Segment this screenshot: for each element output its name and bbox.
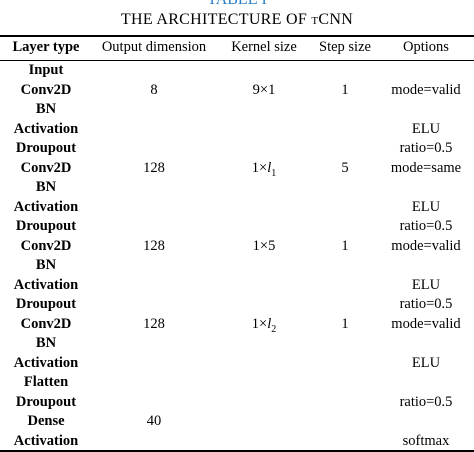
table-row: Conv2D 8 9×1 1 mode=valid [0, 81, 474, 101]
cell-kernel-size: 9×1 [252, 81, 276, 98]
cell-output-dimension: 128 [143, 237, 165, 254]
table-row: BN [0, 178, 474, 198]
top-rule [0, 35, 474, 37]
header-output-dimension: Output dimension [101, 39, 207, 55]
header-kernel-size: Kernel size [231, 39, 297, 55]
cell-layer-type: Conv2D [20, 237, 72, 254]
table-row: Activation ELU [0, 276, 474, 296]
table-row: Droupout ratio=0.5 [0, 217, 474, 237]
cell-options: mode=valid [391, 237, 461, 254]
table-row: BN [0, 334, 474, 354]
table-row: Flatten [0, 373, 474, 393]
table-row: Droupout ratio=0.5 [0, 139, 474, 159]
cell-options: ratio=0.5 [399, 218, 453, 234]
cell-layer-type: Droupout [15, 393, 77, 410]
table-row: Activation ELU [0, 198, 474, 218]
cell-layer-type: Droupout [15, 218, 77, 234]
table-row: BN [0, 100, 474, 120]
cell-layer-type: Activation [13, 432, 79, 449]
table-caption: THE ARCHITECTURE OF tCNN [0, 10, 474, 30]
cell-step-size: 5 [341, 159, 349, 176]
header-rule [0, 60, 474, 61]
cell-options: mode=valid [391, 315, 461, 332]
table-row: BN [0, 256, 474, 276]
table-row: Droupout ratio=0.5 [0, 393, 474, 413]
header-options: Options [403, 39, 449, 55]
table-header-row: Layer type Output dimension Kernel size … [0, 38, 474, 58]
table-row: Activation ELU [0, 120, 474, 140]
cell-output-dimension: 8 [150, 81, 158, 98]
cell-step-size: 1 [341, 237, 349, 254]
table-caption-text: THE ARCHITECTURE OF tCNN [120, 11, 354, 28]
cell-options: mode=valid [391, 81, 461, 98]
table-row: Activation ELU [0, 354, 474, 374]
table-label: TABLE I [0, 0, 474, 9]
cell-kernel-size: 1×l2 [251, 315, 277, 335]
cell-options: ratio=0.5 [399, 393, 453, 410]
cell-output-dimension: 40 [146, 413, 162, 429]
cell-step-size: 1 [341, 81, 349, 98]
cell-options: ratio=0.5 [399, 140, 453, 156]
cell-layer-type: BN [35, 101, 57, 117]
table-row: Droupout ratio=0.5 [0, 295, 474, 315]
cell-options: ELU [411, 198, 441, 215]
cell-layer-type: Droupout [15, 296, 77, 312]
cell-layer-type: Activation [13, 120, 79, 137]
cell-layer-type: BN [35, 257, 57, 273]
cell-layer-type: Activation [13, 354, 79, 371]
cell-step-size: 1 [341, 315, 349, 332]
table-row: Conv2D 128 1×l1 5 mode=same [0, 159, 474, 179]
cell-layer-type: Droupout [15, 140, 77, 156]
cell-kernel-size: 1×l1 [251, 159, 277, 179]
bottom-rule [0, 450, 474, 452]
cell-output-dimension: 128 [143, 159, 165, 176]
cell-layer-type: BN [35, 335, 57, 351]
cell-options: ELU [411, 120, 441, 137]
cell-options: ELU [411, 354, 441, 371]
cell-options: ELU [411, 276, 441, 293]
cell-layer-type: Input [28, 62, 64, 78]
header-step-size: Step size [319, 39, 371, 55]
table-row: Input [0, 61, 474, 81]
cell-layer-type: Flatten [23, 374, 69, 390]
header-layer-type: Layer type [12, 39, 80, 55]
cell-layer-type: BN [35, 179, 57, 195]
cell-layer-type: Conv2D [20, 81, 72, 98]
cell-kernel-size: 1×5 [252, 237, 276, 254]
cell-layer-type: Activation [13, 198, 79, 215]
cell-layer-type: Conv2D [20, 315, 72, 332]
cell-layer-type: Dense [27, 413, 65, 429]
cell-output-dimension: 128 [143, 315, 165, 332]
cell-options: mode=same [390, 159, 462, 176]
table-row: Dense 40 [0, 412, 474, 432]
cell-layer-type: Conv2D [20, 159, 72, 176]
cell-layer-type: Activation [13, 276, 79, 293]
cell-options: softmax [402, 432, 450, 449]
table-row: Activation softmax [0, 432, 474, 452]
table-row: Conv2D 128 1×l2 1 mode=valid [0, 315, 474, 335]
cell-options: ratio=0.5 [399, 296, 453, 312]
table-row: Conv2D 128 1×5 1 mode=valid [0, 237, 474, 257]
